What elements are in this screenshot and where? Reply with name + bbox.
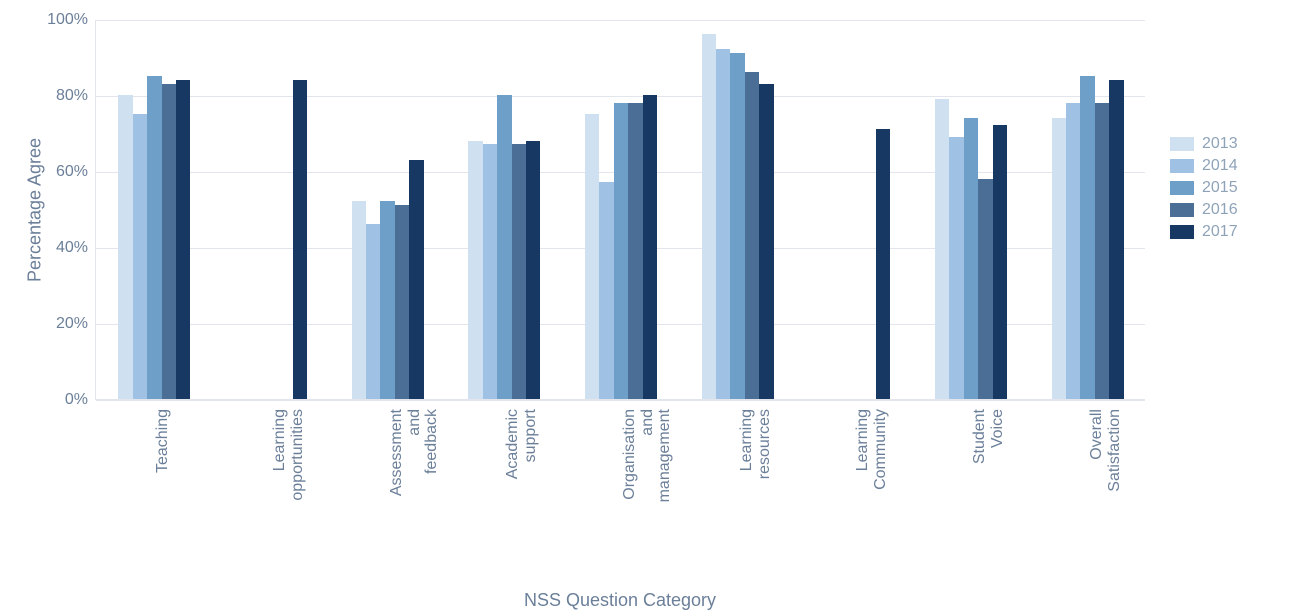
legend-swatch [1170, 159, 1194, 173]
legend-item: 2017 [1170, 223, 1238, 241]
bar [395, 205, 409, 399]
bar [409, 160, 423, 399]
bar [162, 84, 176, 399]
bar [1095, 103, 1109, 399]
bar [1052, 118, 1066, 399]
bar [118, 95, 132, 399]
bar [380, 201, 394, 399]
bar [993, 125, 1007, 399]
legend-label: 2016 [1202, 201, 1238, 219]
legend: 2013 2014 2015 2016 2017 [1170, 135, 1238, 245]
legend-swatch [1170, 203, 1194, 217]
bar [512, 144, 526, 399]
legend-label: 2017 [1202, 223, 1238, 241]
legend-item: 2016 [1170, 201, 1238, 219]
legend-swatch [1170, 181, 1194, 195]
bar [716, 49, 730, 399]
y-tick-label: 20% [56, 315, 96, 333]
y-tick-label: 100% [47, 11, 96, 29]
y-tick-label: 80% [56, 87, 96, 105]
bar [133, 114, 147, 399]
bar [730, 53, 744, 399]
bar [1109, 80, 1123, 399]
bar [614, 103, 628, 399]
legend-label: 2014 [1202, 157, 1238, 175]
bar [293, 80, 307, 399]
bar [497, 95, 511, 399]
bar [483, 144, 497, 399]
bar [176, 80, 190, 399]
y-tick-label: 60% [56, 163, 96, 181]
bar [702, 34, 716, 399]
bar [1066, 103, 1080, 399]
plot-area: 0%20%40%60%80%100%TeachingLearning oppor… [95, 20, 1145, 400]
bar [628, 103, 642, 399]
bar [147, 76, 161, 399]
bar [876, 129, 890, 399]
legend-swatch [1170, 137, 1194, 151]
bar [643, 95, 657, 399]
y-tick-label: 0% [65, 391, 96, 409]
legend-item: 2015 [1170, 179, 1238, 197]
legend-swatch [1170, 225, 1194, 239]
legend-item: 2013 [1170, 135, 1238, 153]
bar [978, 179, 992, 399]
bar [964, 118, 978, 399]
grid-line [96, 400, 1145, 401]
x-axis-title: NSS Question Category [524, 590, 716, 611]
grid-line [96, 96, 1145, 97]
bar [745, 72, 759, 399]
bar [585, 114, 599, 399]
legend-label: 2013 [1202, 135, 1238, 153]
bar [1080, 76, 1094, 399]
bar [759, 84, 773, 399]
y-tick-label: 40% [56, 239, 96, 257]
legend-label: 2015 [1202, 179, 1238, 197]
grid-line [96, 20, 1145, 21]
legend-item: 2014 [1170, 157, 1238, 175]
y-axis-title: Percentage Agree [25, 138, 46, 282]
bar [949, 137, 963, 399]
bar [599, 182, 613, 399]
nss-grouped-bar-chart: 0%20%40%60%80%100%TeachingLearning oppor… [0, 0, 1294, 616]
bar [935, 99, 949, 399]
bar [366, 224, 380, 399]
bar [526, 141, 540, 399]
bar [352, 201, 366, 399]
bar [468, 141, 482, 399]
